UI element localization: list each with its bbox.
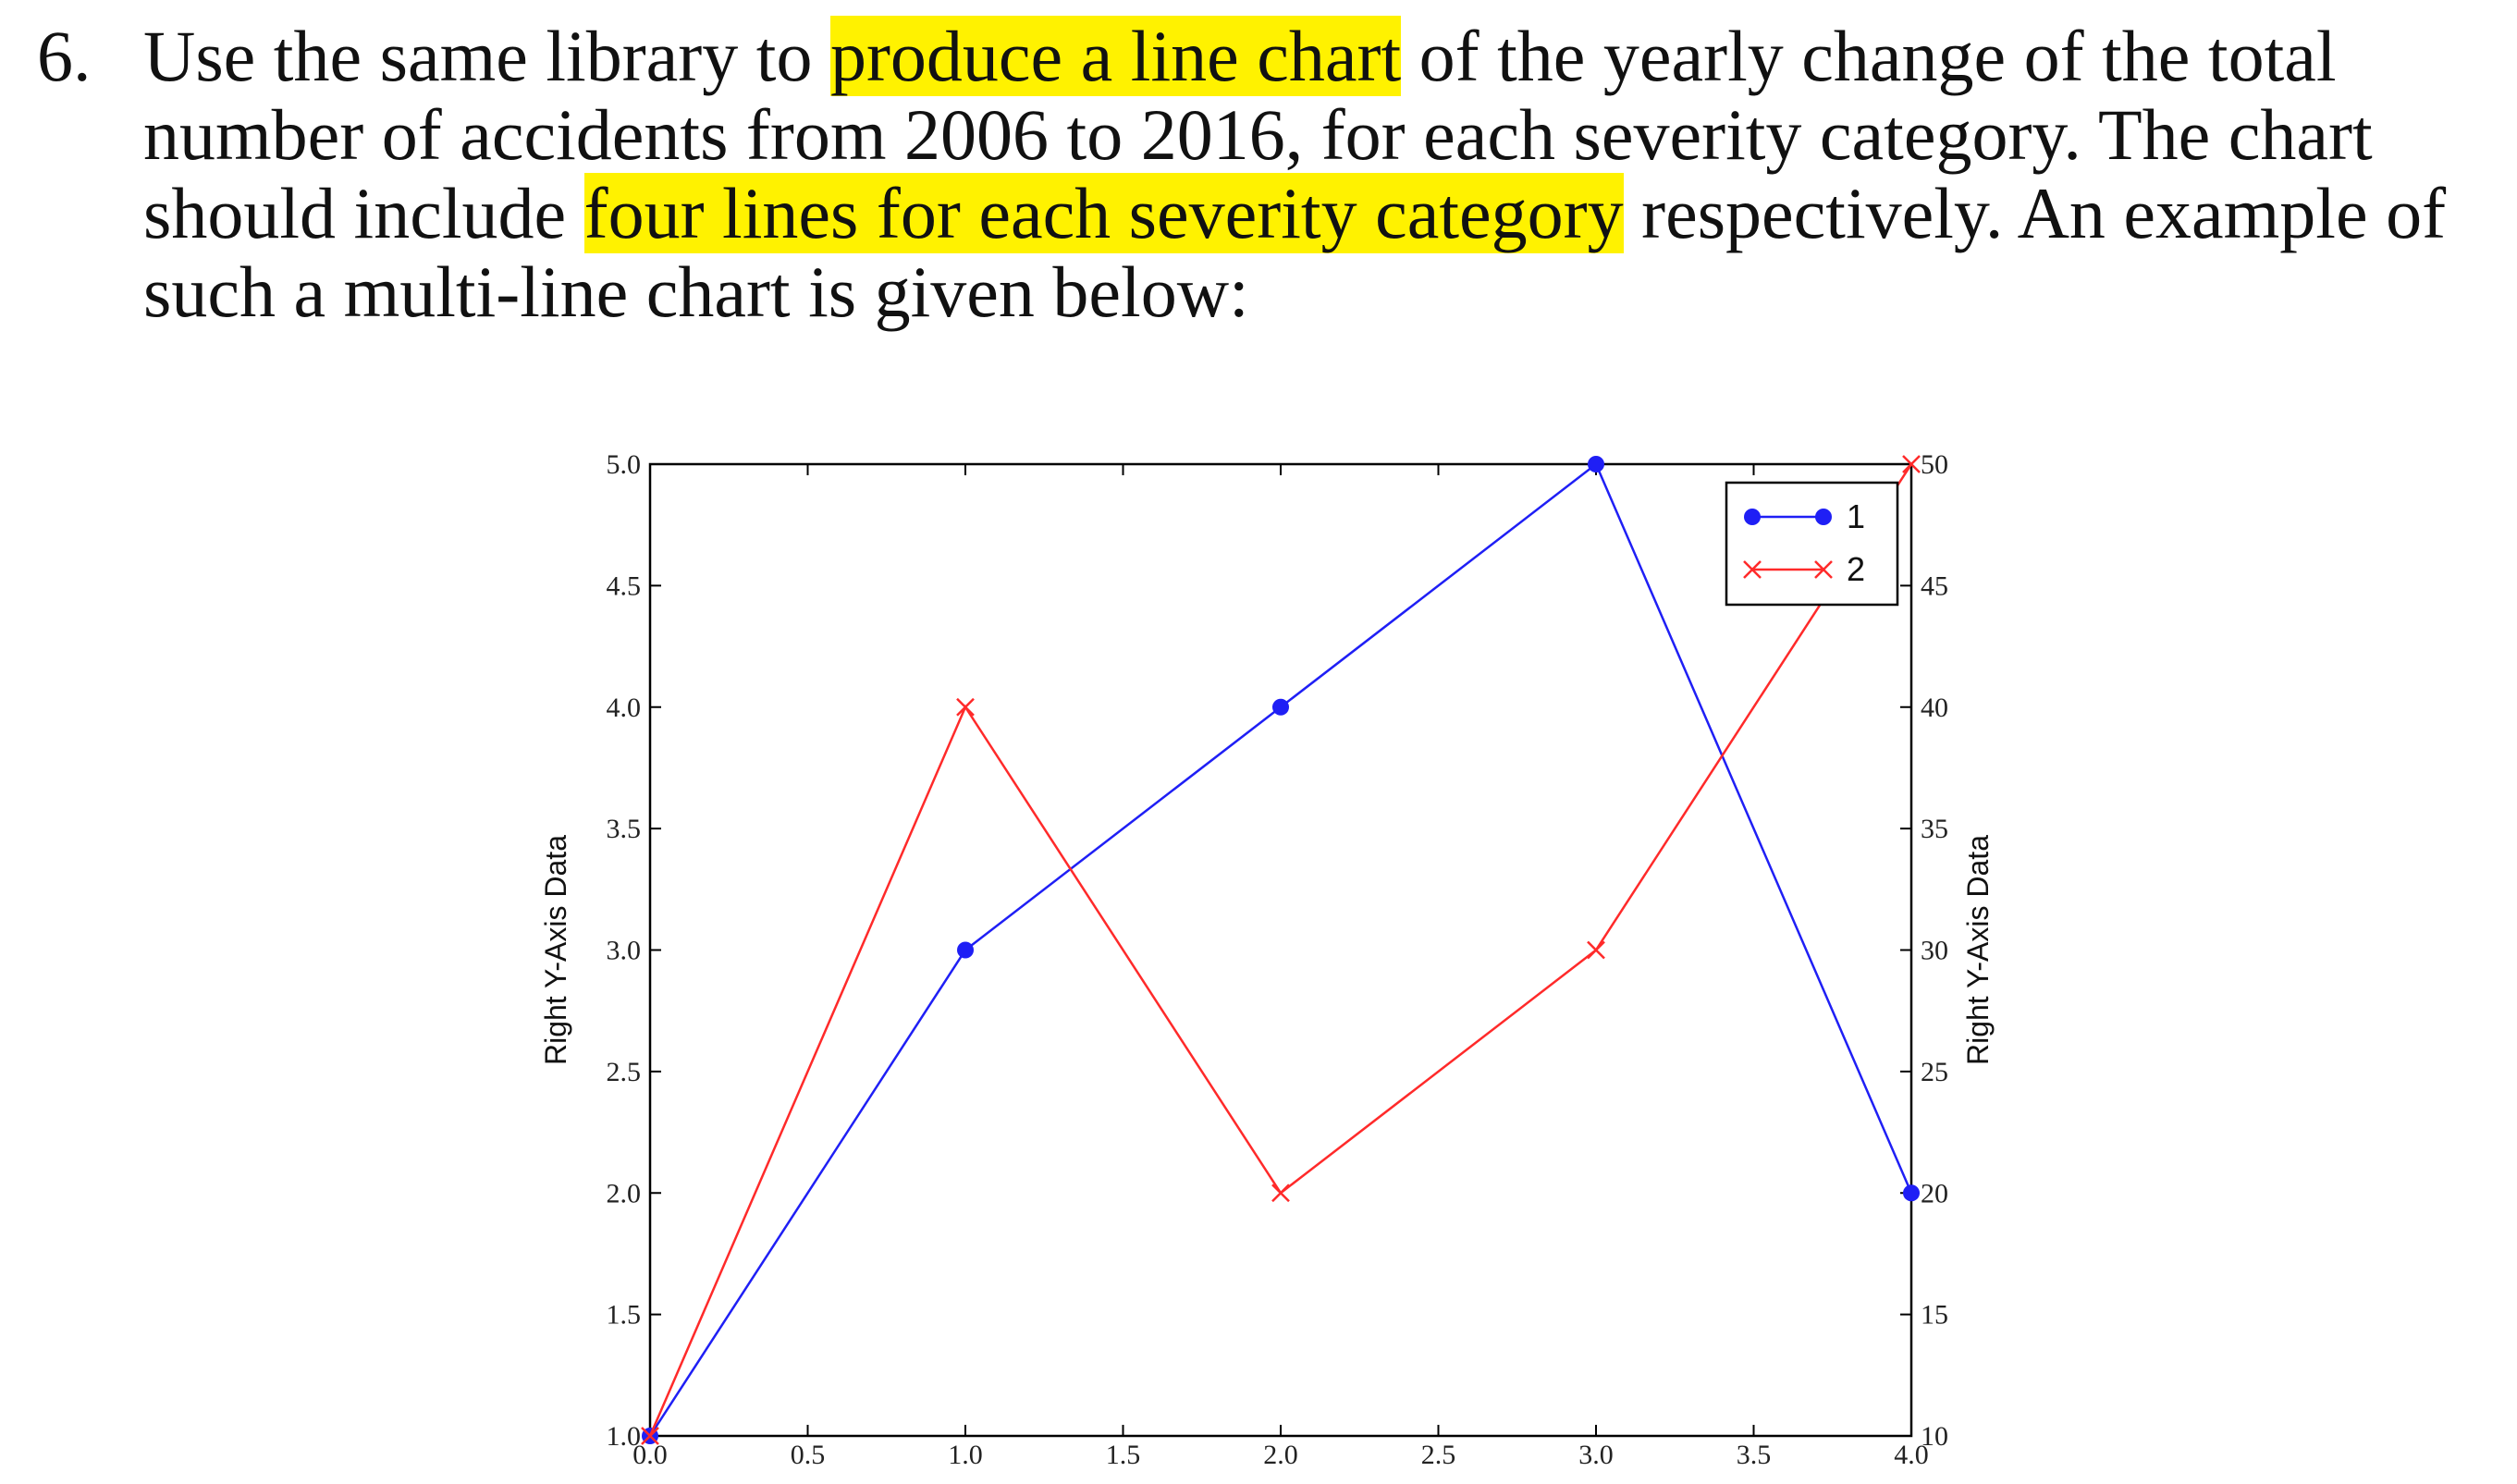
highlighted-phrase: four lines for each severity category (583, 173, 1624, 253)
x-tick-label: 3.0 (1578, 1440, 1614, 1470)
x-tick-label: 1.0 (948, 1440, 983, 1470)
legend-marker-2 (1743, 560, 1762, 579)
question-fragment: of the yearly change of the total (1401, 16, 2337, 96)
y-tick-label: 4.5 (607, 570, 642, 601)
legend-box (1725, 481, 1899, 607)
y-tick-label: 1.0 (607, 1421, 642, 1452)
series-line-2 (648, 463, 1913, 1437)
question-line: such a multi-line chart is given below: (143, 252, 2446, 331)
y-tick-label: 3.5 (607, 814, 642, 844)
series-point-1 (1272, 698, 1289, 716)
question-fragment: respectively. An example of (1623, 173, 2447, 253)
x-tick-label: 2.0 (1263, 1440, 1298, 1470)
y2-tick-label: 15 (1921, 1300, 1948, 1331)
x-tick-label: 1.5 (1106, 1440, 1141, 1470)
series-point-2 (1902, 455, 1921, 473)
legend-label: 1 (1847, 497, 1865, 535)
y2-tick-label: 30 (1921, 936, 1948, 966)
x-tick-label: 2.5 (1421, 1440, 1456, 1470)
y2-tick-label: 40 (1921, 693, 1948, 723)
question-fragment: number of accidents from 2006 to 2016, f… (143, 94, 2373, 175)
series-line-1 (648, 462, 1913, 1437)
x-tick-label: 0.0 (632, 1440, 668, 1470)
legend-marker-1 (1815, 509, 1832, 525)
question-fragment: should include (143, 173, 584, 253)
y2-tick-label: 45 (1921, 570, 1948, 601)
legend-label: 2 (1847, 550, 1865, 588)
question-fragment: Use the same library to (143, 16, 830, 96)
highlighted-phrase: produce a line chart (829, 16, 1402, 96)
question-fragment: such a multi-line chart is given below: (143, 251, 1249, 332)
series-point-1 (1903, 1184, 1920, 1202)
right-axis-label: Right Y-Axis Data (1961, 835, 1995, 1065)
y2-tick-label: 35 (1921, 814, 1948, 844)
question-number: 6. (37, 16, 92, 96)
y2-tick-label: 20 (1921, 1178, 1948, 1208)
x-tick-label: 4.0 (1894, 1440, 1929, 1470)
y-tick-label: 2.5 (607, 1057, 642, 1087)
series-point-2 (1587, 940, 1605, 960)
y2-tick-label: 50 (1921, 449, 1948, 480)
y-tick-label: 4.0 (607, 693, 642, 723)
x-tick-label: 3.5 (1737, 1440, 1772, 1470)
y-tick-label: 2.0 (607, 1178, 642, 1208)
question-line: should include four lines for each sever… (143, 173, 2447, 253)
legend-marker-2 (1814, 560, 1833, 579)
y-tick-label: 1.5 (607, 1300, 642, 1331)
question-body: Use the same library to produce a line c… (143, 16, 2447, 331)
series-point-1 (1588, 456, 1604, 472)
question-line: number of accidents from 2006 to 2016, f… (143, 95, 2446, 174)
series-point-1 (957, 941, 974, 959)
y2-tick-label: 25 (1921, 1057, 1948, 1087)
y2-tick-label: 10 (1921, 1421, 1948, 1452)
question-line: Use the same library to produce a line c… (143, 16, 2446, 96)
series-point-2 (641, 1427, 659, 1445)
y-tick-label: 5.0 (607, 449, 642, 480)
series-point-2 (1271, 1184, 1290, 1203)
x-tick-label: 0.5 (791, 1440, 826, 1470)
left-axis-label: Right Y-Axis Data (539, 835, 572, 1065)
legend-marker-1 (1744, 509, 1761, 525)
plot-frame (648, 462, 1913, 1438)
series-point-2 (956, 697, 975, 717)
y-tick-label: 3.0 (607, 936, 642, 966)
